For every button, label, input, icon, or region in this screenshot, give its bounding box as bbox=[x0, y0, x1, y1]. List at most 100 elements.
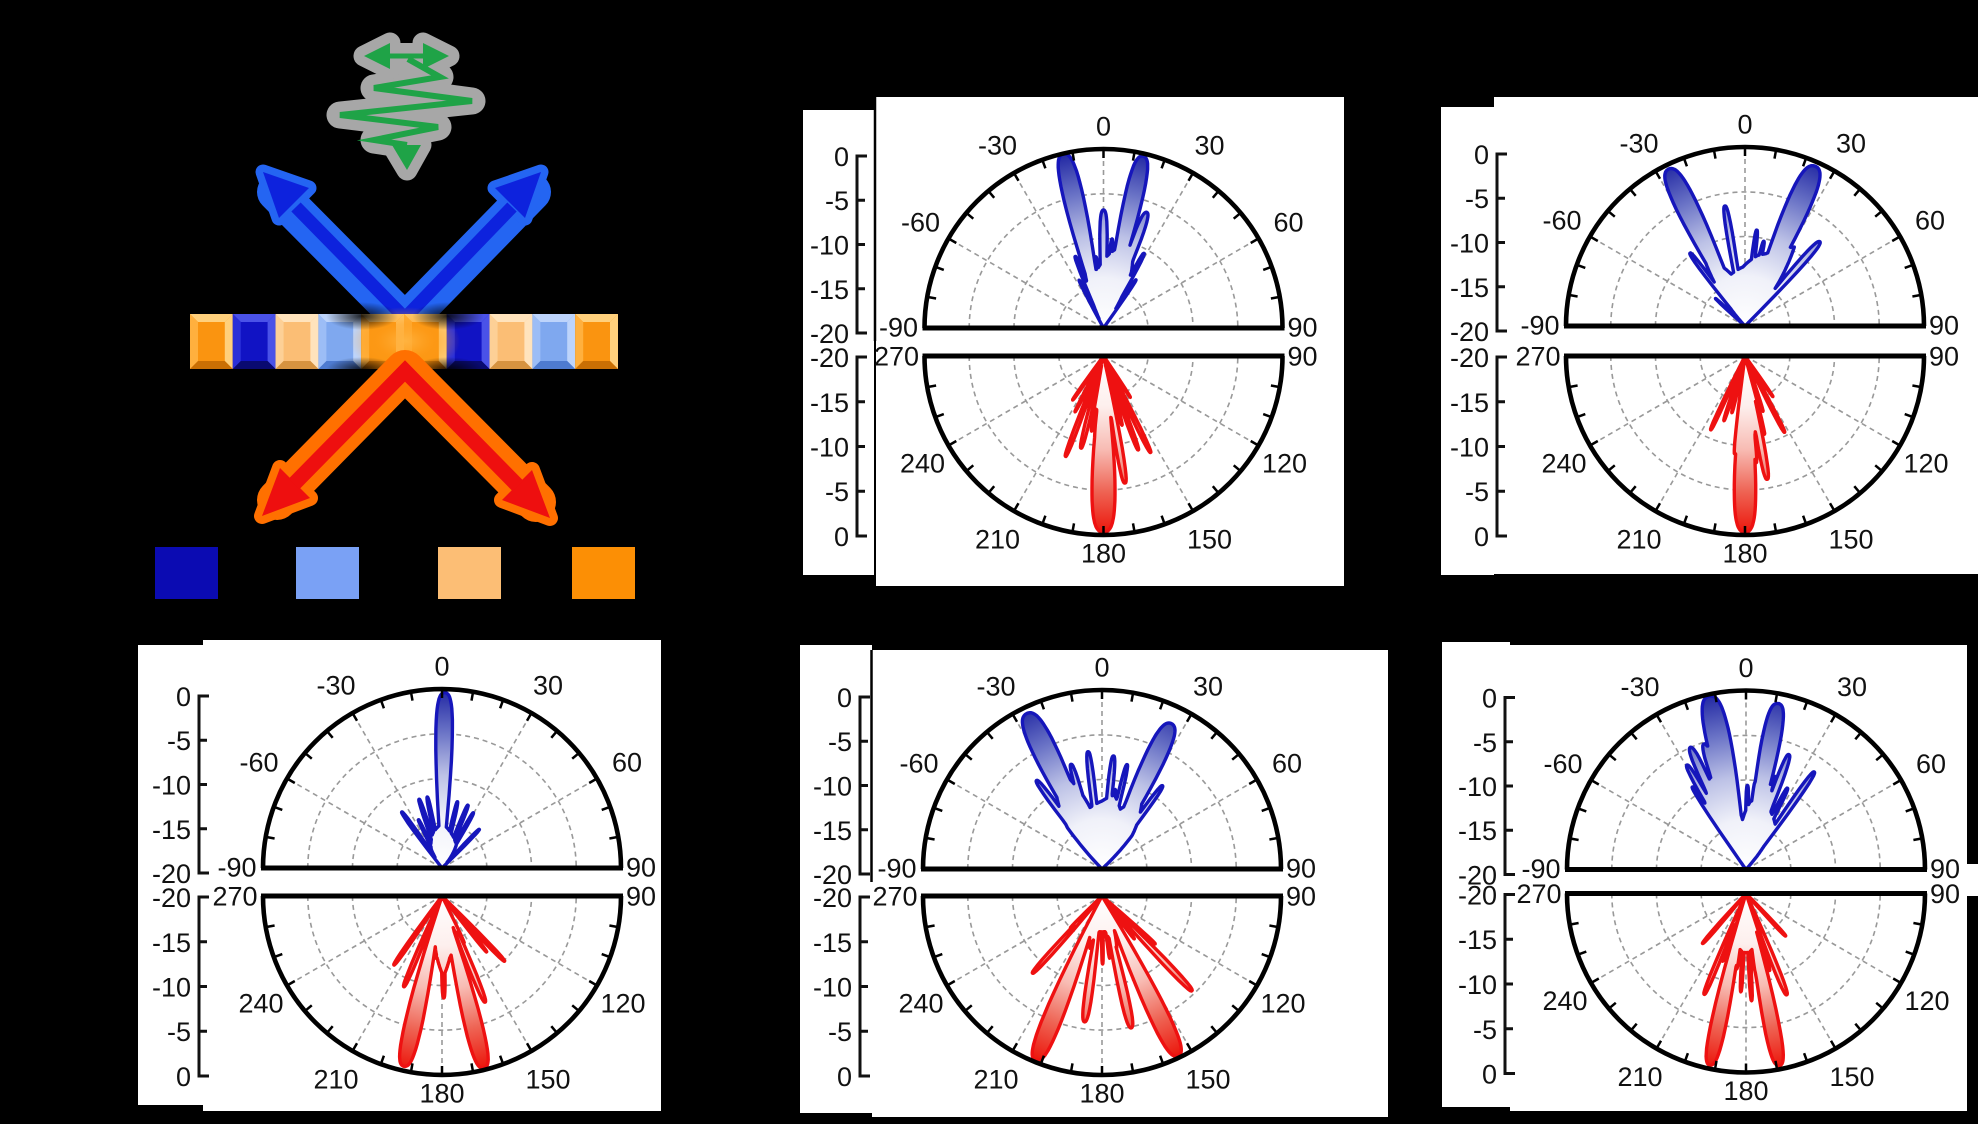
svg-text:150: 150 bbox=[525, 1065, 570, 1095]
svg-text:-5: -5 bbox=[1473, 728, 1497, 758]
svg-text:-15: -15 bbox=[152, 815, 191, 845]
svg-text:-20: -20 bbox=[810, 343, 849, 373]
svg-text:0: 0 bbox=[1482, 684, 1497, 714]
svg-text:-15: -15 bbox=[1458, 816, 1497, 846]
svg-text:-90: -90 bbox=[217, 853, 256, 883]
svg-text:-30: -30 bbox=[978, 131, 1017, 161]
svg-text:0: 0 bbox=[176, 682, 191, 712]
svg-text:0: 0 bbox=[1474, 140, 1489, 170]
svg-text:210: 210 bbox=[1617, 1062, 1662, 1092]
svg-text:-10: -10 bbox=[1458, 970, 1497, 1000]
svg-text:-5: -5 bbox=[1465, 477, 1489, 507]
svg-text:180: 180 bbox=[1079, 1079, 1124, 1109]
svg-text:-90: -90 bbox=[879, 313, 918, 343]
svg-text:0: 0 bbox=[1094, 653, 1109, 683]
svg-text:0: 0 bbox=[837, 1062, 852, 1092]
svg-text:0: 0 bbox=[1482, 1060, 1497, 1090]
svg-text:-20: -20 bbox=[813, 883, 852, 913]
svg-text:30: 30 bbox=[533, 671, 563, 701]
svg-text:-60: -60 bbox=[901, 208, 940, 238]
svg-text:-30: -30 bbox=[1620, 672, 1659, 702]
svg-text:270: 270 bbox=[212, 882, 257, 912]
svg-text:120: 120 bbox=[1260, 989, 1305, 1019]
svg-text:-15: -15 bbox=[152, 928, 191, 958]
svg-text:0: 0 bbox=[834, 522, 849, 552]
svg-text:210: 210 bbox=[313, 1065, 358, 1095]
svg-text:-20: -20 bbox=[1458, 881, 1497, 911]
svg-text:90: 90 bbox=[1286, 882, 1316, 912]
svg-text:150: 150 bbox=[1185, 1065, 1230, 1095]
svg-text:0: 0 bbox=[434, 652, 449, 682]
svg-text:90: 90 bbox=[1929, 342, 1959, 372]
svg-text:240: 240 bbox=[898, 989, 943, 1019]
svg-text:90: 90 bbox=[1286, 854, 1316, 884]
svg-text:-20: -20 bbox=[152, 883, 191, 913]
svg-text:-5: -5 bbox=[828, 1017, 852, 1047]
svg-text:-30: -30 bbox=[1619, 129, 1658, 159]
svg-text:60: 60 bbox=[1916, 749, 1946, 779]
svg-text:-60: -60 bbox=[899, 749, 938, 779]
svg-text:-60: -60 bbox=[1542, 206, 1581, 236]
svg-text:-90: -90 bbox=[1520, 311, 1559, 341]
svg-text:150: 150 bbox=[1187, 525, 1232, 555]
svg-text:-20: -20 bbox=[1450, 343, 1489, 373]
svg-text:270: 270 bbox=[1516, 879, 1561, 909]
svg-text:0: 0 bbox=[1096, 112, 1111, 142]
svg-text:-20: -20 bbox=[152, 859, 191, 889]
svg-text:-10: -10 bbox=[810, 231, 849, 261]
svg-text:90: 90 bbox=[1930, 854, 1960, 884]
svg-text:-30: -30 bbox=[316, 671, 355, 701]
svg-text:-10: -10 bbox=[152, 771, 191, 801]
svg-text:210: 210 bbox=[973, 1065, 1018, 1095]
svg-text:210: 210 bbox=[975, 525, 1020, 555]
svg-text:0: 0 bbox=[176, 1062, 191, 1092]
svg-text:240: 240 bbox=[1542, 986, 1587, 1016]
svg-text:-15: -15 bbox=[813, 816, 852, 846]
svg-text:60: 60 bbox=[1272, 749, 1302, 779]
svg-text:90: 90 bbox=[626, 853, 656, 883]
svg-text:-5: -5 bbox=[825, 477, 849, 507]
svg-text:30: 30 bbox=[1836, 129, 1866, 159]
svg-text:240: 240 bbox=[900, 449, 945, 479]
svg-text:60: 60 bbox=[1915, 206, 1945, 236]
svg-text:-5: -5 bbox=[828, 727, 852, 757]
svg-text:0: 0 bbox=[1737, 110, 1752, 140]
svg-text:-10: -10 bbox=[1450, 433, 1489, 463]
svg-text:120: 120 bbox=[1262, 449, 1307, 479]
svg-text:-30: -30 bbox=[976, 672, 1015, 702]
svg-text:60: 60 bbox=[612, 748, 642, 778]
svg-text:-10: -10 bbox=[1450, 229, 1489, 259]
svg-text:0: 0 bbox=[1474, 522, 1489, 552]
svg-text:-60: -60 bbox=[239, 748, 278, 778]
svg-text:-90: -90 bbox=[877, 854, 916, 884]
svg-text:0: 0 bbox=[834, 142, 849, 172]
svg-text:180: 180 bbox=[1722, 539, 1767, 569]
svg-text:-20: -20 bbox=[1450, 317, 1489, 347]
svg-text:-5: -5 bbox=[825, 186, 849, 216]
svg-text:-15: -15 bbox=[1450, 388, 1489, 418]
svg-text:240: 240 bbox=[1541, 449, 1586, 479]
svg-text:270: 270 bbox=[874, 342, 919, 372]
svg-text:90: 90 bbox=[1287, 313, 1317, 343]
svg-text:90: 90 bbox=[1287, 342, 1317, 372]
svg-text:150: 150 bbox=[1828, 525, 1873, 555]
svg-text:-10: -10 bbox=[152, 973, 191, 1003]
svg-text:-5: -5 bbox=[167, 1017, 191, 1047]
svg-text:180: 180 bbox=[419, 1079, 464, 1109]
svg-text:-15: -15 bbox=[810, 275, 849, 305]
svg-text:30: 30 bbox=[1837, 672, 1867, 702]
svg-text:270: 270 bbox=[1515, 342, 1560, 372]
svg-text:270: 270 bbox=[872, 882, 917, 912]
svg-text:-20: -20 bbox=[810, 319, 849, 349]
svg-text:240: 240 bbox=[238, 989, 283, 1019]
svg-text:-15: -15 bbox=[813, 928, 852, 958]
svg-text:210: 210 bbox=[1616, 525, 1661, 555]
svg-text:30: 30 bbox=[1194, 131, 1224, 161]
svg-text:-60: -60 bbox=[1543, 749, 1582, 779]
svg-text:0: 0 bbox=[837, 683, 852, 713]
svg-text:-15: -15 bbox=[1450, 273, 1489, 303]
svg-text:-15: -15 bbox=[810, 388, 849, 418]
svg-text:-5: -5 bbox=[167, 726, 191, 756]
svg-text:180: 180 bbox=[1081, 539, 1126, 569]
svg-text:-5: -5 bbox=[1465, 184, 1489, 214]
